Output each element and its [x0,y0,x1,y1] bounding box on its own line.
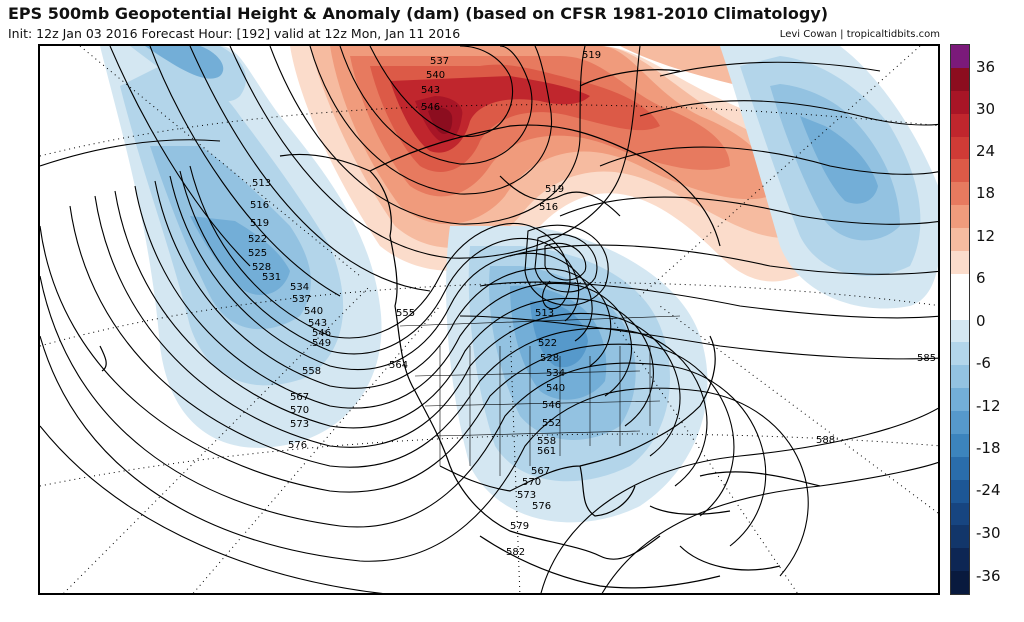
contour-label: 570 [522,477,541,488]
contour-label: 513 [535,308,554,319]
colorbar-swatch [951,365,969,389]
colorbar-swatch [951,67,969,91]
colorbar-label: -30 [976,524,1001,542]
contour-label: 582 [506,547,525,558]
chart-subtitle: Init: 12z Jan 03 2016 Forecast Hour: [19… [8,26,461,41]
colorbar-swatch [951,90,969,114]
contour-label: 519 [250,218,269,229]
colorbar [950,44,970,595]
colorbar-label: 24 [976,142,996,160]
colorbar-label: -36 [976,567,1001,585]
contour-label: 585 [917,353,936,364]
contour-label: 558 [302,366,321,377]
colorbar-label: -6 [976,354,991,372]
contour-labels: 513 516 519 522 525 528 531 534 537 540 … [248,50,936,558]
contour-label: 570 [290,405,309,416]
contour-label: 513 [252,178,271,189]
colorbar-swatch [951,411,969,434]
colorbar-swatch [951,159,969,183]
contour-label: 537 [430,56,449,67]
colorbar-swatch [951,502,969,526]
colorbar-label: -12 [976,397,1001,415]
colorbar-swatch [951,136,969,160]
contour-label: 576 [532,501,551,512]
political-borders [399,315,681,476]
contour-label: 558 [537,436,556,447]
contour-label: 561 [537,446,556,457]
colorbar-swatch [951,296,969,320]
contour-label: 549 [312,338,331,349]
colorbar-swatch [951,342,969,366]
colorbar-swatch [951,456,969,480]
height-contours [40,46,938,593]
contour-label: 552 [542,418,561,429]
colorbar-label: 30 [976,100,996,118]
colorbar-swatch [951,525,969,549]
colorbar-swatch [951,433,969,457]
colorbar-swatch [951,228,969,251]
contour-label: 576 [288,440,307,451]
contour-label: 516 [539,202,558,213]
colorbar-label: 36 [976,58,996,76]
colorbar-swatch [951,182,969,206]
colorbar-swatch [951,548,969,572]
contour-label: 531 [262,272,281,283]
map-svg: 513 516 519 522 525 528 531 534 537 540 … [40,46,938,593]
contour-label: 540 [426,70,445,81]
contour-label: 540 [546,383,565,394]
colorbar-swatch [951,113,969,137]
contour-label: 564 [389,360,408,371]
contour-label: 516 [250,200,269,211]
contour-label: 546 [421,102,440,113]
colorbar-label: 18 [976,184,996,202]
coastlines [99,69,821,589]
colorbar-label: -18 [976,439,1001,457]
colorbar-swatch [951,319,969,343]
contour-label: 525 [248,248,267,259]
contour-label: 528 [540,353,559,364]
contour-label: 540 [304,306,323,317]
colorbar-swatch [951,571,969,594]
contour-label: 537 [292,294,311,305]
colorbar-swatch [951,479,969,503]
contour-label: 519 [582,50,601,61]
contour-label: 573 [290,419,309,430]
colorbar-swatch [951,205,969,228]
contour-label: 555 [396,308,415,319]
colorbar-swatch [951,45,969,68]
graticule [40,46,938,593]
colorbar-label: 12 [976,227,996,245]
contour-label: 522 [248,234,267,245]
contour-label: 528 [252,262,271,273]
colorbar-swatch [951,273,969,297]
credit-text: Levi Cowan | tropicaltidbits.com [779,29,940,40]
colorbar-swatch [951,250,969,274]
colorbar-label: -24 [976,481,1001,499]
colorbar-swatch [951,388,969,411]
contour-label: 519 [545,184,564,195]
contour-label: 543 [308,318,327,329]
contour-label: 588 [816,435,835,446]
contour-label: 573 [517,490,536,501]
contour-label: 522 [538,338,557,349]
contour-label: 534 [290,282,309,293]
contour-label: 567 [531,466,550,477]
contour-label: 546 [312,328,331,339]
colorbar-label: 6 [976,269,986,287]
colorbar-label: 0 [976,312,986,330]
contour-label: 567 [290,392,309,403]
contour-label: 543 [421,85,440,96]
chart-title: EPS 500mb Geopotential Height & Anomaly … [8,4,829,23]
map-panel: 513 516 519 522 525 528 531 534 537 540 … [38,44,940,595]
contour-label: 534 [546,368,565,379]
contour-label: 579 [510,521,529,532]
contour-label: 546 [542,400,561,411]
